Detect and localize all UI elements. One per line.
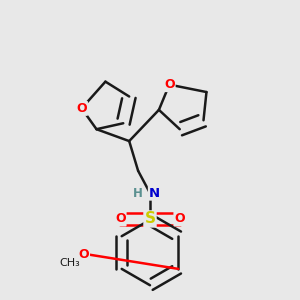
Text: O: O — [76, 102, 87, 115]
Text: O: O — [174, 212, 185, 226]
Text: O: O — [115, 212, 126, 226]
Text: CH₃: CH₃ — [59, 258, 80, 268]
Text: O: O — [164, 78, 175, 91]
Text: H: H — [133, 187, 143, 200]
Text: O: O — [78, 248, 89, 261]
Text: S: S — [145, 212, 155, 226]
Text: N: N — [149, 187, 160, 200]
